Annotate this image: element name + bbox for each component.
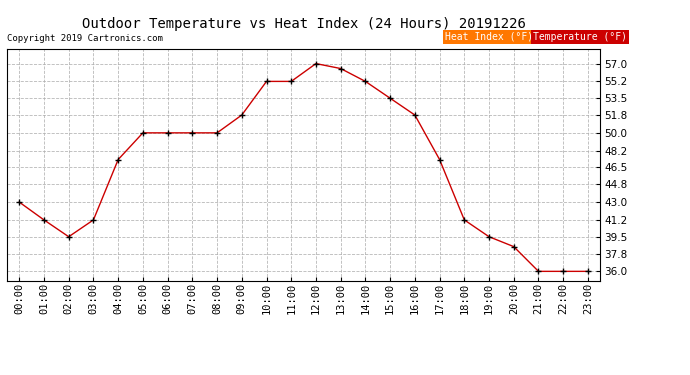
Text: Temperature (°F): Temperature (°F): [533, 32, 627, 42]
Text: Outdoor Temperature vs Heat Index (24 Hours) 20191226: Outdoor Temperature vs Heat Index (24 Ho…: [81, 17, 526, 31]
Text: Heat Index (°F): Heat Index (°F): [445, 32, 533, 42]
Text: Copyright 2019 Cartronics.com: Copyright 2019 Cartronics.com: [7, 34, 163, 43]
